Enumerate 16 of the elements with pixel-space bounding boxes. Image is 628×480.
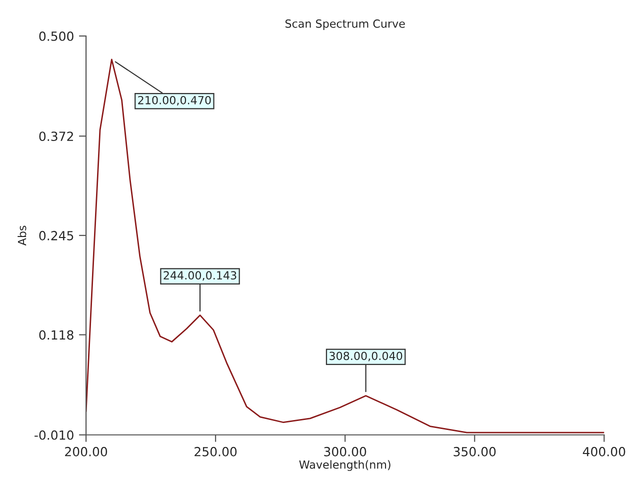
y-tick-label: 0.245 <box>39 230 74 240</box>
y-tick-label: 0.500 <box>39 31 74 41</box>
annotation: 308.00,0.040 <box>330 352 402 362</box>
chart-title: Scan Spectrum Curve <box>285 19 405 30</box>
x-tick-label: 200.00 <box>65 446 108 456</box>
x-axis-title: Wavelength(nm) <box>299 460 390 471</box>
x-tick-label: 400.00 <box>582 446 626 456</box>
x-tick-label: 350.00 <box>454 446 496 456</box>
y-tick-label: 0.372 <box>39 132 73 142</box>
y-tick-label: -0.010 <box>34 430 74 440</box>
y-tick-label: 0.118 <box>39 330 74 340</box>
x-tick-label: 250.00 <box>194 446 237 456</box>
x-tick-label: 300.00 <box>324 446 366 456</box>
annotation: 244.00,0.143 <box>164 271 236 281</box>
y-axis-title: Abs <box>18 226 26 246</box>
annotation: 210.00,0.470 <box>138 96 211 106</box>
